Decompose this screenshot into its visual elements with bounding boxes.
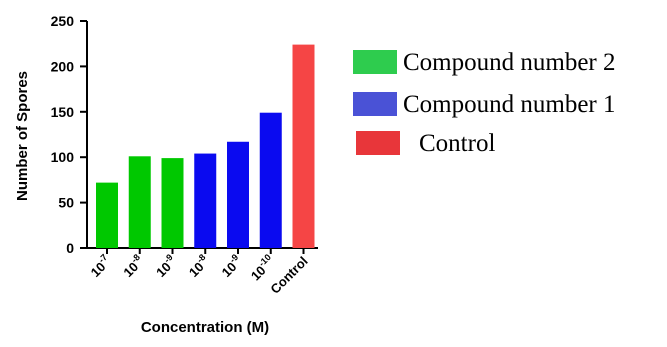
y-tick-label: 100 [51, 149, 75, 165]
x-tick-label: 10-10 [246, 252, 277, 283]
y-tick-label: 250 [51, 13, 75, 29]
x-tick-label: 10-8 [184, 252, 212, 280]
legend-swatch [353, 50, 397, 74]
x-tick-label: 10-8 [119, 252, 147, 280]
y-tick-label: 0 [66, 240, 74, 256]
legend: Compound number 2 Compound number 1 Contro… [353, 49, 616, 157]
bar [227, 141, 249, 248]
x-tick-label: Control [267, 254, 310, 297]
y-ticks: 0 50 100 150 200 250 [51, 13, 87, 256]
legend-swatch [353, 92, 397, 116]
bar [128, 156, 151, 248]
bar [292, 44, 315, 248]
legend-label: Compound number 2 [403, 49, 616, 76]
x-axis-title: Concentration (M) [141, 319, 269, 336]
bars [96, 44, 315, 248]
y-tick-label: 150 [51, 104, 75, 120]
legend-label: Control [419, 130, 495, 157]
bar [161, 158, 184, 248]
bar [96, 182, 118, 248]
bar [194, 153, 217, 248]
bar [259, 112, 282, 248]
y-tick-label: 50 [58, 195, 74, 211]
y-tick-label: 200 [51, 58, 75, 74]
x-tick-label: 10-9 [217, 252, 245, 280]
legend-label: Compound number 1 [403, 91, 616, 118]
legend-swatch [356, 131, 400, 155]
y-axis-title: Number of Spores [14, 71, 31, 201]
x-tick-label: 10-9 [152, 252, 180, 280]
x-tick-label: 10-7 [86, 252, 114, 280]
